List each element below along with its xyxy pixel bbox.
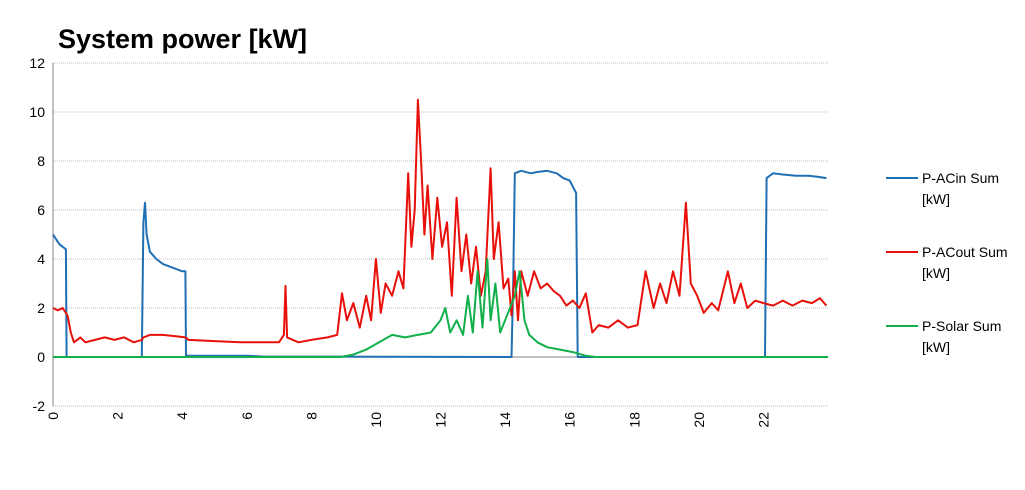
x-tick-label: 14 (497, 412, 513, 428)
series-line-1 (52, 98, 828, 344)
legend-label-2: P-Solar Sum (922, 318, 1001, 334)
x-tick-label: 6 (239, 412, 255, 420)
x-tick-label: 0 (45, 412, 61, 420)
y-tick-label: 12 (29, 55, 45, 71)
legend-label-unit-1: [kW] (922, 265, 950, 281)
x-tick-label: 8 (303, 412, 319, 420)
y-axis-tick-labels: -2 0 2 4 6 8 10 12 (29, 55, 45, 414)
legend-label-unit-0: [kW] (922, 191, 950, 207)
x-tick-label: 10 (368, 412, 384, 428)
x-tick-label: 4 (174, 412, 190, 420)
series-line-2 (53, 258, 828, 358)
x-tick-label: 2 (110, 412, 126, 420)
x-tick-label: 20 (691, 412, 707, 428)
series-line-0 (52, 169, 827, 358)
x-tick-label: 18 (626, 412, 642, 428)
x-axis-tick-labels: 0 2 4 6 8 10 12 14 16 18 20 22 (45, 412, 771, 428)
chart-title: System power [kW] (58, 24, 307, 54)
y-tick-label: 6 (37, 202, 45, 218)
y-tick-label: 0 (37, 349, 45, 365)
y-tick-label: 8 (37, 153, 45, 169)
y-tick-label: 10 (29, 104, 45, 120)
legend: P-ACin Sum [kW] P-ACout Sum [kW] P-Solar Sum… (886, 170, 1008, 355)
y-tick-label: 4 (37, 251, 45, 267)
x-tick-label: 16 (562, 412, 578, 428)
x-tick-label: 12 (433, 412, 449, 428)
y-tick-label: -2 (33, 398, 46, 414)
series-lines (52, 98, 828, 358)
legend-label-unit-2: [kW] (922, 339, 950, 355)
legend-label-1: P-ACout Sum (922, 244, 1008, 260)
x-tick-label: 22 (755, 412, 771, 428)
legend-label-0: P-ACin Sum (922, 170, 999, 186)
y-tick-label: 2 (37, 300, 45, 316)
